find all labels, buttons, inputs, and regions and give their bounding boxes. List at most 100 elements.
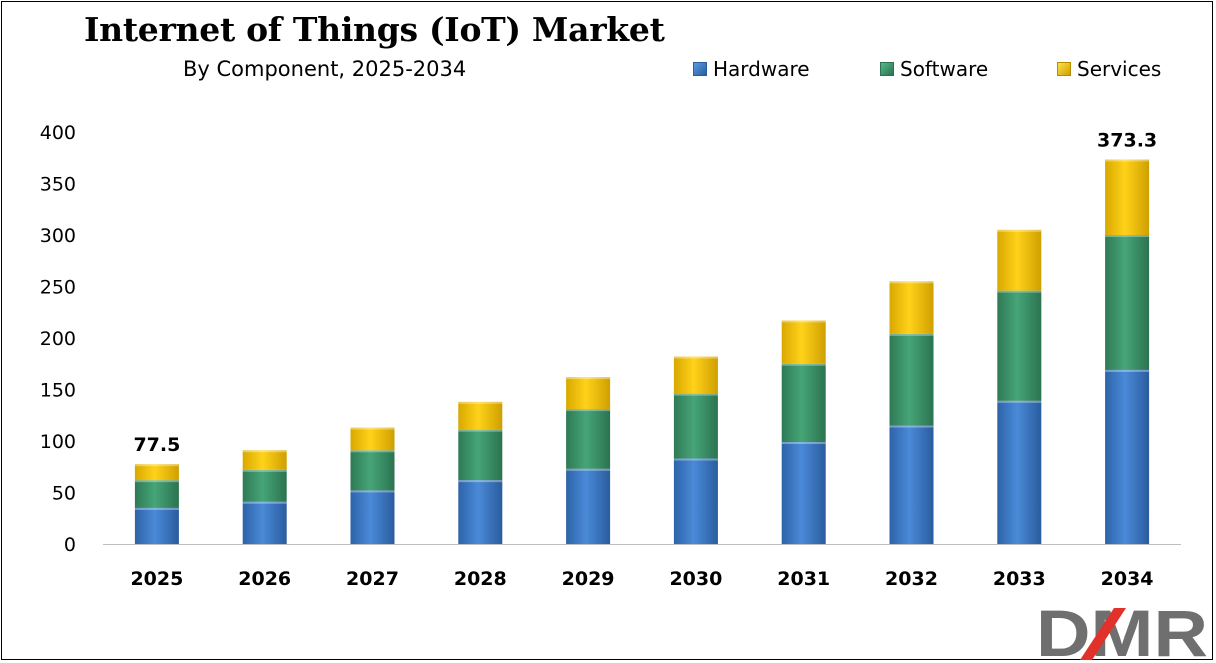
bar-software-2034 [1105, 235, 1150, 370]
x-tick-label-2032: 2032 [885, 568, 938, 590]
bar-services-2028 [458, 401, 503, 430]
bar-edge-software-2027 [350, 450, 395, 453]
legend-label-hardware: Hardware [713, 57, 810, 81]
legend-swatch-hardware [693, 62, 707, 76]
x-tick-label-2027: 2027 [346, 568, 399, 590]
bar-edge-software-2025 [134, 480, 179, 483]
y-tick-label-150: 150 [40, 380, 76, 402]
bar-edge-software-2031 [781, 363, 826, 366]
bar-hardware-2025 [134, 507, 179, 544]
bar-edge-software-2028 [458, 429, 503, 432]
bar-stack-2030 [673, 356, 718, 544]
chart-title: Internet of Things (IoT) Market [84, 10, 665, 49]
bar-software-2025 [134, 480, 179, 508]
bar-software-2028 [458, 429, 503, 481]
bar-stack-2033 [997, 229, 1042, 544]
bar-stack-2027 [350, 427, 395, 544]
bar-services-2032 [889, 281, 934, 334]
bar-hardware-2034 [1105, 369, 1150, 544]
bar-software-2030 [673, 393, 718, 459]
y-tick-label-50: 50 [52, 483, 76, 505]
bar-edge-software-2034 [1105, 235, 1150, 237]
bar-edge-software-2026 [242, 469, 287, 472]
bar-hardware-2030 [673, 458, 718, 544]
legend: Hardware Software Services [693, 56, 1173, 82]
legend-item-software: Software [880, 56, 988, 82]
bar-edge-hardware-2028 [458, 480, 503, 483]
x-tick-label-2029: 2029 [562, 568, 615, 590]
bar-hardware-2031 [781, 442, 826, 544]
bar-edge-services-2032 [889, 281, 934, 284]
bar-software-2032 [889, 333, 934, 426]
bar-edge-software-2029 [566, 409, 611, 412]
bar-services-2034 [1105, 159, 1150, 235]
bar-stack-2032 [889, 281, 934, 544]
bar-stack-2025 [134, 464, 179, 544]
bar-software-2033 [997, 290, 1042, 401]
bar-edge-hardware-2025 [134, 507, 179, 510]
bar-software-2026 [242, 469, 287, 502]
bar-hardware-2027 [350, 490, 395, 544]
total-labels: 77.5 373.3 [133, 130, 1157, 457]
bar-edge-hardware-2031 [781, 442, 826, 445]
bar-edge-hardware-2027 [350, 490, 395, 493]
bar-edge-software-2032 [889, 333, 934, 336]
bar-software-2027 [350, 450, 395, 491]
bar-edge-hardware-2033 [997, 400, 1042, 403]
y-tick-label-400: 400 [40, 122, 76, 144]
bar-edge-hardware-2029 [566, 468, 611, 471]
x-tick-label-2033: 2033 [993, 568, 1046, 590]
bar-stack-2029 [566, 377, 611, 544]
y-tick-label-250: 250 [40, 277, 76, 299]
bar-software-2031 [781, 363, 826, 443]
legend-item-services: Services [1057, 56, 1161, 82]
legend-item-hardware: Hardware [693, 56, 810, 82]
bar-stack-2031 [781, 320, 826, 544]
bar-services-2026 [242, 450, 287, 470]
bar-edge-software-2030 [673, 393, 718, 396]
y-tick-label-0: 0 [64, 534, 76, 556]
bar-hardware-2029 [566, 468, 611, 544]
bar-hardware-2026 [242, 501, 287, 544]
x-tick-label-2026: 2026 [238, 568, 291, 590]
bar-edge-software-2033 [997, 290, 1042, 293]
bars-group [134, 159, 1150, 544]
bar-edge-services-2031 [781, 320, 826, 323]
bar-stack-2028 [458, 401, 503, 544]
bar-stack-2026 [242, 450, 287, 544]
dmr-logo-text: DMR [1036, 598, 1208, 660]
bar-stack-2034 [1105, 159, 1150, 544]
bar-edge-services-2026 [242, 450, 287, 453]
bar-software-2029 [566, 409, 611, 469]
x-tick-label-2034: 2034 [1101, 568, 1154, 590]
total-label-2025: 77.5 [133, 434, 180, 456]
legend-swatch-services [1057, 62, 1071, 76]
x-tick-label-2025: 2025 [130, 568, 183, 590]
bar-edge-services-2025 [134, 464, 179, 467]
bar-services-2030 [673, 356, 718, 394]
x-tick-label-2028: 2028 [454, 568, 507, 590]
y-axis: 0 50 100 150 200 250 300 350 400 [40, 122, 76, 556]
y-tick-label-100: 100 [40, 431, 76, 453]
bar-edge-services-2033 [997, 229, 1042, 232]
legend-label-services: Services [1077, 57, 1162, 81]
bar-edge-hardware-2026 [242, 501, 287, 504]
dmr-logo-accent [1080, 608, 1126, 660]
legend-swatch-software [880, 62, 894, 76]
dmr-logo: DMR [1036, 598, 1208, 660]
chart-subtitle: By Component, 2025-2034 [183, 57, 467, 81]
bar-services-2031 [781, 320, 826, 364]
bar-hardware-2028 [458, 480, 503, 544]
bar-edge-hardware-2032 [889, 425, 934, 428]
y-tick-label-200: 200 [40, 328, 76, 350]
bar-edge-services-2030 [673, 356, 718, 359]
y-tick-label-300: 300 [40, 225, 76, 247]
y-tick-label-350: 350 [40, 174, 76, 196]
bar-edge-services-2034 [1105, 159, 1150, 162]
bar-services-2033 [997, 229, 1042, 291]
bar-hardware-2032 [889, 425, 934, 544]
x-tick-label-2031: 2031 [777, 568, 830, 590]
bar-edge-hardware-2034 [1105, 369, 1150, 372]
bar-services-2025 [134, 464, 179, 481]
